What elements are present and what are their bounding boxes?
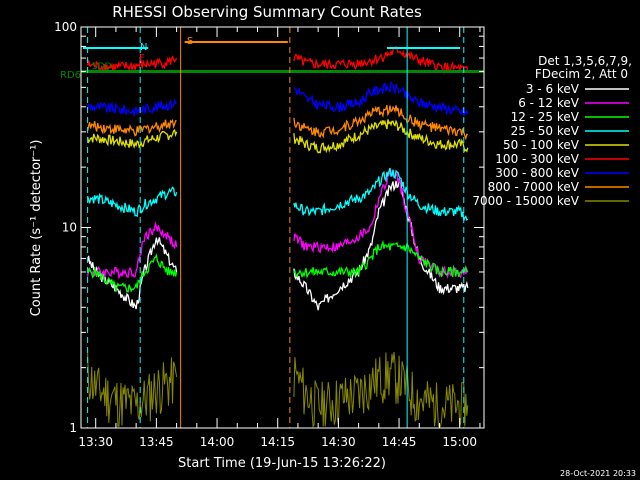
series-800-7000-kev — [86, 105, 469, 141]
legend-label: 800 - 7000 keV — [488, 180, 580, 194]
series-line — [293, 80, 469, 116]
chart-title: RHESSI Observing Summary Count Rates — [112, 3, 422, 21]
timestamp: 28-Oct-2021 20:33 — [560, 469, 636, 478]
plot-area — [81, 27, 484, 428]
x-tick-label: 14:45 — [382, 435, 417, 449]
flag-sdd-label: SDD — [92, 62, 112, 72]
orbit-lines — [83, 27, 465, 428]
legend-label: 12 - 25 keV — [511, 110, 580, 124]
series-line — [293, 352, 469, 428]
series-3-6-kev — [86, 178, 469, 311]
flag-n-label: N — [140, 42, 147, 53]
series-line — [293, 105, 469, 141]
series-line — [86, 237, 178, 310]
y-axis-label: Count Rate (s⁻¹ detector⁻¹) — [29, 140, 44, 317]
flag-f-label: F — [139, 53, 145, 64]
flag-rd6-label: RD6 — [60, 70, 81, 81]
series-7000-15000-kev — [87, 352, 469, 428]
flag-s-label: S — [187, 36, 193, 47]
x-tick-label: 13:45 — [139, 435, 174, 449]
x-tick-label: 15:00 — [442, 435, 477, 449]
series-line — [293, 178, 469, 311]
legend-label: 7000 - 15000 keV — [472, 194, 579, 208]
x-axis: 13:30 13:45 14:00 14:15 14:30 14:45 15:00 — [78, 27, 481, 449]
series-300-800-kev — [86, 80, 469, 117]
series-line — [86, 118, 177, 137]
y-axis: 1 10 100 — [54, 20, 484, 435]
legend-label: 50 - 100 keV — [503, 138, 580, 152]
series-25-50-kev — [86, 167, 469, 221]
series-line — [293, 167, 469, 221]
x-tick-label: 14:15 — [260, 435, 295, 449]
series-12-25-kev — [86, 239, 469, 293]
series-line — [293, 45, 469, 75]
series-line — [86, 186, 178, 217]
series-line — [86, 253, 178, 293]
flag-labels: N S F SDD RD6 — [60, 36, 193, 81]
series-50-100-kev — [86, 119, 469, 154]
legend: Det 1,3,5,6,7,9, FDecim 2, Att 0 3 - 6 k… — [472, 54, 632, 208]
legend-label: 100 - 300 keV — [495, 152, 579, 166]
x-tick-label: 14:30 — [321, 435, 356, 449]
legend-label: 3 - 6 keV — [526, 82, 580, 96]
legend-header-line1: Det 1,3,5,6,7,9, — [538, 54, 632, 68]
y-tick-label: 1 — [69, 421, 77, 435]
y-tick-label: 10 — [62, 221, 77, 235]
x-axis-label: Start Time (19-Jun-15 13:26:22) — [178, 456, 386, 471]
series-line — [86, 128, 178, 149]
x-tick-label: 14:00 — [200, 435, 235, 449]
series-layer — [81, 45, 484, 428]
series-line — [86, 221, 178, 280]
x-tick-label: 13:30 — [78, 435, 113, 449]
legend-label: 300 - 800 keV — [495, 166, 579, 180]
series-line — [293, 119, 469, 154]
legend-header-line2: FDecim 2, Att 0 — [535, 67, 628, 81]
legend-label: 25 - 50 keV — [511, 124, 580, 138]
series-line — [293, 239, 469, 279]
legend-label: 6 - 12 keV — [518, 96, 580, 110]
series-line — [86, 98, 178, 117]
series-line — [87, 353, 178, 427]
y-tick-label: 100 — [54, 20, 77, 34]
